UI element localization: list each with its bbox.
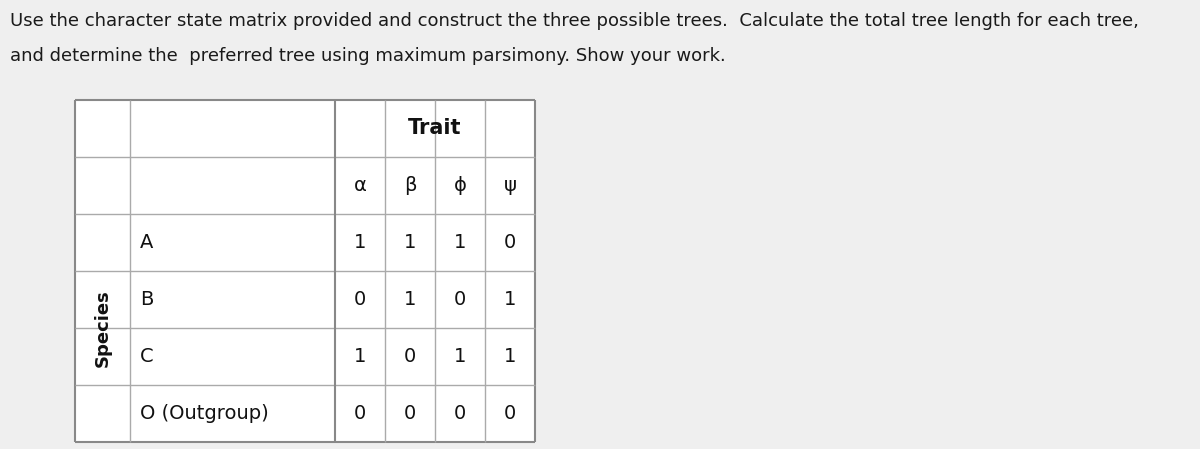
Text: 1: 1 bbox=[404, 290, 416, 309]
Text: β: β bbox=[403, 176, 416, 195]
Text: α: α bbox=[354, 176, 366, 195]
Text: 0: 0 bbox=[504, 404, 516, 423]
Text: Species: Species bbox=[94, 289, 112, 367]
Text: and determine the  preferred tree using maximum parsimony. Show your work.: and determine the preferred tree using m… bbox=[10, 47, 726, 65]
Text: C: C bbox=[140, 347, 154, 366]
Text: 1: 1 bbox=[504, 347, 516, 366]
Text: Use the character state matrix provided and construct the three possible trees. : Use the character state matrix provided … bbox=[10, 12, 1139, 30]
Text: 1: 1 bbox=[454, 233, 466, 252]
Text: O (Outgroup): O (Outgroup) bbox=[140, 404, 269, 423]
Text: 1: 1 bbox=[354, 233, 366, 252]
Text: 1: 1 bbox=[504, 290, 516, 309]
Text: 1: 1 bbox=[404, 233, 416, 252]
Bar bbox=[74, 100, 535, 442]
Text: ψ: ψ bbox=[504, 176, 516, 195]
Text: 1: 1 bbox=[454, 347, 466, 366]
Text: 0: 0 bbox=[504, 233, 516, 252]
Text: 0: 0 bbox=[404, 404, 416, 423]
Text: 0: 0 bbox=[404, 347, 416, 366]
Text: Trait: Trait bbox=[408, 119, 462, 138]
Text: ϕ: ϕ bbox=[454, 176, 467, 195]
Text: 0: 0 bbox=[354, 290, 366, 309]
Text: A: A bbox=[140, 233, 154, 252]
Text: 1: 1 bbox=[354, 347, 366, 366]
Text: 0: 0 bbox=[354, 404, 366, 423]
Text: 0: 0 bbox=[454, 290, 466, 309]
Text: B: B bbox=[140, 290, 154, 309]
Text: 0: 0 bbox=[454, 404, 466, 423]
